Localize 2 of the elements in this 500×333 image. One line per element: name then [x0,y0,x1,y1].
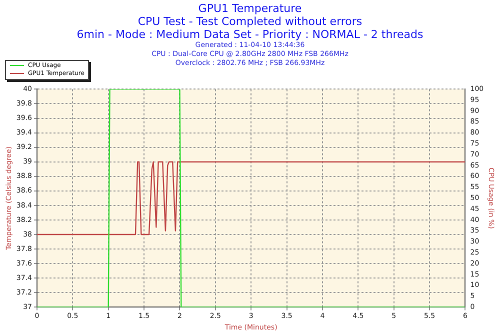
chart-subtitle: CPU Test - Test Completed without errors 6min - Mode : Medium Data Set - Priority : NORMAL - 2 threads [76,15,424,41]
chart-title: GPU1 Temperature [197,2,303,15]
